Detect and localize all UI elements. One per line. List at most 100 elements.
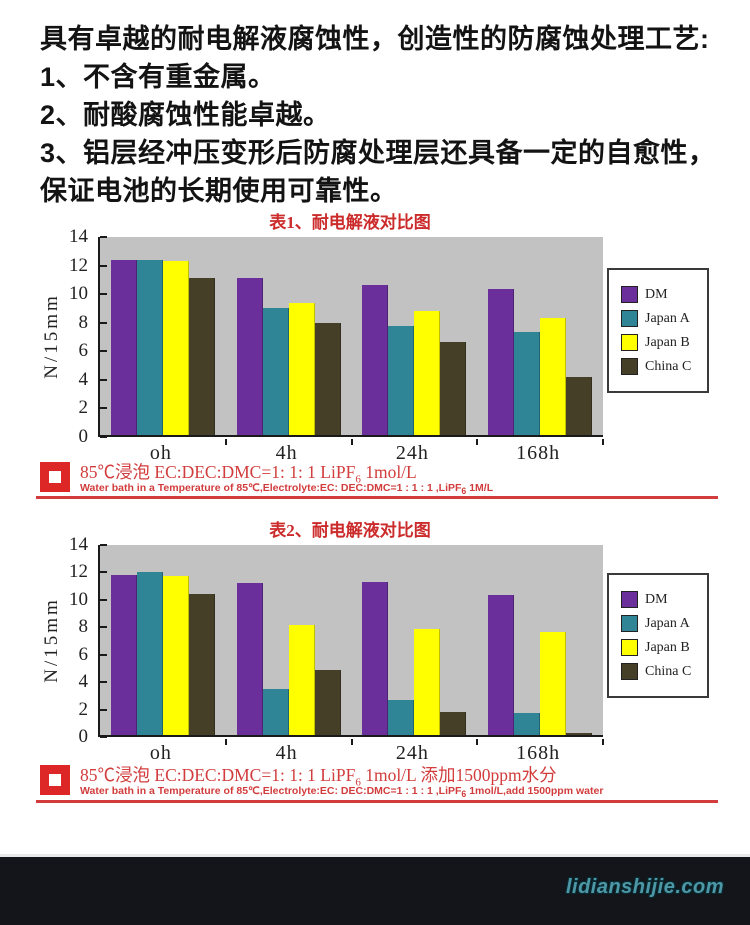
bar-group-168h [477, 237, 603, 435]
x-tick-mark [350, 739, 353, 745]
y-tick-mark [100, 681, 107, 684]
legend-label: Japan B [645, 334, 690, 350]
red-divider-line [36, 800, 718, 803]
y-tick-mark [100, 378, 107, 381]
chart-2-caption-cn: 85℃浸泡 EC:DEC:DMC=1: 1: 1 LiPF6 1mol/L 添加… [80, 762, 557, 789]
chart-2-title: 表2、耐电解液对比图 [269, 521, 431, 540]
bar-group-168h [477, 545, 603, 735]
x-axis-label-168h: 168h [516, 442, 561, 464]
bar-japan-b-168h [540, 317, 567, 435]
caption-bullet-icon [40, 765, 70, 795]
caption-subscript: 6 [461, 789, 467, 800]
y-tick-label-14: 14 [69, 226, 88, 247]
legend-item-japan-a: Japan A [621, 615, 707, 632]
y-tick-mark [100, 708, 107, 711]
bar-japan-a-oh [136, 259, 163, 435]
bar-dm-4h [236, 583, 263, 735]
x-axis-label-4h: 4h [275, 442, 298, 464]
bar-group-24h [352, 545, 478, 735]
y-tick-label-10: 10 [69, 588, 88, 610]
chart-section-1: 表1、耐电解液对比图 N/15mm oh 4h 24h 168h DM Japan A J… [0, 205, 750, 505]
bar-dm-4h [236, 278, 263, 435]
bar-japan-b-24h [414, 310, 441, 435]
bar-japan-a-4h [262, 307, 289, 435]
legend-swatch-icon [621, 615, 638, 632]
bar-china-c-168h [566, 377, 593, 435]
y-tick-mark [100, 736, 107, 738]
x-tick-mark [602, 439, 604, 445]
y-tick-mark [100, 350, 107, 353]
red-divider-line [36, 496, 718, 499]
legend-item-dm: DM [621, 286, 707, 303]
legend-swatch-icon [621, 591, 638, 608]
y-tick-mark [100, 321, 107, 324]
x-axis-label-4h: 4h [275, 742, 298, 764]
legend-label: China C [645, 358, 692, 374]
bar-group-oh [100, 545, 226, 735]
chart-1-plot-area [98, 237, 603, 437]
y-tick-mark [100, 653, 107, 656]
bar-china-c-24h [440, 711, 467, 735]
caption-text: 85℃浸泡 EC:DEC:DMC=1: 1: 1 LiPF [80, 765, 356, 785]
bar-japan-b-oh [162, 576, 189, 735]
y-tick-mark [100, 544, 107, 546]
legend-swatch-icon [621, 663, 638, 680]
y-tick-label-14: 14 [69, 534, 88, 555]
bar-group-24h [352, 237, 478, 435]
footer-separator-line [0, 854, 750, 857]
caption-text: 85℃浸泡 EC:DEC:DMC=1: 1: 1 LiPF [80, 462, 356, 482]
bar-japan-b-4h [288, 625, 315, 735]
chart-1-title: 表1、耐电解液对比图 [269, 213, 431, 232]
intro-text: 具有卓越的耐电解液腐蚀性，创造性的防腐蚀处理工艺: 1、不含有重金属。 2、耐酸… [40, 20, 730, 210]
legend-label: Japan A [645, 310, 690, 326]
y-tick-mark [100, 407, 107, 410]
bar-japan-a-168h [514, 331, 541, 435]
chart-2-caption-en: Water bath in a Temperature of 85℃,Elect… [80, 785, 603, 799]
chart-2-x-axis-labels: oh 4h 24h 168h [98, 742, 601, 765]
bar-japan-b-4h [288, 303, 315, 435]
caption-bullet-inner-icon [49, 774, 61, 786]
bar-japan-a-4h [262, 688, 289, 735]
y-tick-label-0: 0 [78, 726, 89, 747]
bar-japan-a-oh [136, 572, 163, 735]
bar-china-c-168h [566, 732, 593, 735]
bar-dm-168h [488, 595, 515, 735]
legend-item-china-c: China C [621, 663, 707, 680]
legend-item-japan-b: Japan B [621, 334, 707, 351]
bar-china-c-4h [314, 669, 341, 735]
caption-subscript: 6 [461, 486, 467, 497]
bar-japan-b-oh [162, 261, 189, 435]
caption-text: Water bath in a Temperature of 85℃,Elect… [80, 482, 462, 494]
bar-china-c-oh [188, 278, 215, 435]
y-tick-label-4: 4 [78, 368, 89, 390]
bar-dm-24h [362, 285, 389, 435]
y-tick-label-2: 2 [78, 397, 89, 419]
legend-label: DM [645, 286, 668, 302]
chart-1-bars [100, 237, 603, 435]
y-tick-label-6: 6 [78, 643, 89, 665]
intro-line-3: 2、耐酸腐蚀性能卓越。 [40, 100, 331, 130]
y-tick-mark [100, 626, 107, 629]
legend-item-dm: DM [621, 591, 707, 608]
legend-label: Japan B [645, 639, 690, 655]
caption-subscript: 6 [355, 776, 361, 789]
x-axis-label-168h: 168h [516, 742, 561, 764]
x-tick-mark [224, 739, 227, 745]
watermark-text: lidianshijie.com [565, 876, 724, 898]
bar-japan-b-168h [540, 631, 567, 735]
x-axis-label-24h: 24h [395, 442, 429, 464]
y-tick-label-4: 4 [78, 671, 89, 693]
intro-line-5: 保证电池的长期使用可靠性。 [40, 176, 398, 206]
y-tick-mark [100, 436, 107, 438]
x-axis-label-oh: oh [149, 742, 172, 764]
bar-dm-168h [488, 289, 515, 435]
x-tick-mark [476, 739, 479, 745]
legend-swatch-icon [621, 286, 638, 303]
caption-text: 1mol/L 添加1500ppm水分 [360, 765, 557, 785]
y-tick-mark [100, 236, 107, 238]
caption-bullet-inner-icon [49, 471, 61, 483]
caption-text: 1mol/L,add 1500ppm water [466, 785, 604, 797]
bar-dm-oh [110, 574, 137, 735]
legend-label: DM [645, 591, 668, 607]
bar-dm-oh [110, 259, 137, 435]
